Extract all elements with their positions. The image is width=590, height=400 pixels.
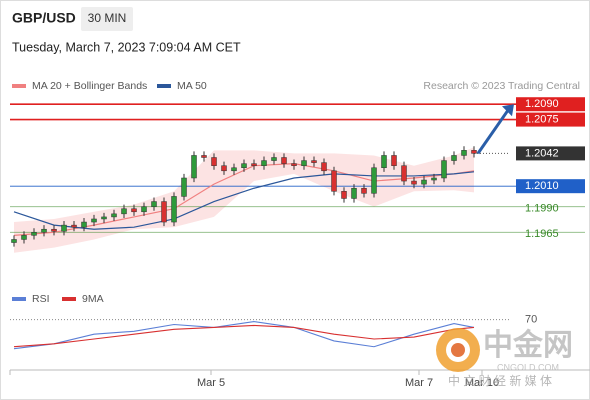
datetime: Tuesday, March 7, 2023 7:09:04 AM CET <box>12 40 241 54</box>
candle-body <box>411 180 417 185</box>
interval-button[interactable] <box>81 7 133 31</box>
candle-body <box>371 167 377 194</box>
symbol: GBP/USD <box>12 10 76 26</box>
level-label: 1.2042 <box>525 147 559 159</box>
legend-label: MA 20 + Bollinger Bands <box>32 80 147 92</box>
candle-body <box>321 162 327 172</box>
candle-body <box>131 208 137 213</box>
arrow-head <box>502 104 514 117</box>
candle-body <box>311 160 317 163</box>
level-label: 1.2090 <box>525 98 559 110</box>
level-label: 1.2075 <box>525 113 559 125</box>
candle-body <box>401 165 407 182</box>
x-tick-label: Mar 10 <box>465 377 499 389</box>
credit: Research © 2023 Trading Central <box>423 80 580 92</box>
candle-body <box>21 235 27 240</box>
candle-body <box>141 206 147 213</box>
y-tick-label: 70 <box>525 314 537 326</box>
candle-body <box>171 196 177 223</box>
watermark: 中金网 CNGOLD.COM 中 文 财 经 新 媒 体 <box>436 328 573 388</box>
candle-body <box>211 157 217 166</box>
candle-body <box>161 201 167 223</box>
candle-body <box>341 191 347 199</box>
candle-body <box>71 224 77 228</box>
level-box <box>516 146 585 161</box>
projection-arrow <box>476 109 510 155</box>
candle-body <box>361 187 367 194</box>
candle-body <box>101 216 107 220</box>
candle-body <box>261 160 267 166</box>
level-label: 1.1990 <box>525 203 559 215</box>
candle-body <box>221 165 227 172</box>
candle-body <box>391 155 397 166</box>
candle-body <box>271 157 277 161</box>
candle-body <box>471 150 477 154</box>
candle-body <box>61 224 67 232</box>
watermark-slogan: 中 文 财 经 新 媒 体 <box>448 373 552 388</box>
level-label: 1.2010 <box>525 180 559 192</box>
level-box <box>516 179 585 194</box>
watermark-name: 中金网 <box>483 328 573 362</box>
legend-swatch <box>62 297 76 301</box>
rsi-line <box>13 324 475 348</box>
candle-body <box>121 208 127 215</box>
legend-swatch <box>12 297 26 301</box>
candle-body <box>331 170 337 192</box>
candle-body <box>291 163 297 166</box>
level-label: 1.1965 <box>525 228 559 240</box>
candle-body <box>251 163 257 166</box>
candle-body <box>51 228 57 232</box>
candle-body <box>381 155 387 168</box>
rsi-line <box>13 321 475 350</box>
candle-body <box>281 157 287 164</box>
legend-swatch <box>12 84 26 88</box>
legend-label: 9MA <box>82 293 104 305</box>
candle-body <box>231 167 237 172</box>
moving-average <box>13 171 475 230</box>
candle-body <box>241 163 247 168</box>
candle-body <box>191 155 197 179</box>
candle-body <box>301 160 307 166</box>
candle-body <box>41 228 47 233</box>
candle-body <box>11 239 17 243</box>
candle-body <box>111 213 117 218</box>
interval[interactable]: 30 MIN <box>88 11 127 25</box>
candle-body <box>431 177 437 181</box>
watermark-logo <box>451 343 465 357</box>
legend-swatch <box>157 84 171 88</box>
level-box <box>516 112 585 127</box>
legend-label: RSI <box>32 293 50 305</box>
candle-body <box>31 232 37 236</box>
candle-body <box>201 155 207 158</box>
x-tick-label: Mar 5 <box>197 377 225 389</box>
legend-label: MA 50 <box>177 80 207 92</box>
bollinger-band <box>14 147 474 253</box>
candle-body <box>91 218 97 223</box>
candle-body <box>351 187 357 199</box>
candle-body <box>441 160 447 179</box>
candle-body <box>451 155 457 161</box>
candle-body <box>151 201 157 207</box>
candle-body <box>461 150 467 156</box>
level-box <box>516 97 585 112</box>
candle-body <box>181 177 187 197</box>
x-tick-label: Mar 7 <box>405 377 433 389</box>
watermark-site: CNGOLD.COM <box>497 362 559 372</box>
candle-body <box>81 221 87 228</box>
candle-body <box>421 179 427 185</box>
